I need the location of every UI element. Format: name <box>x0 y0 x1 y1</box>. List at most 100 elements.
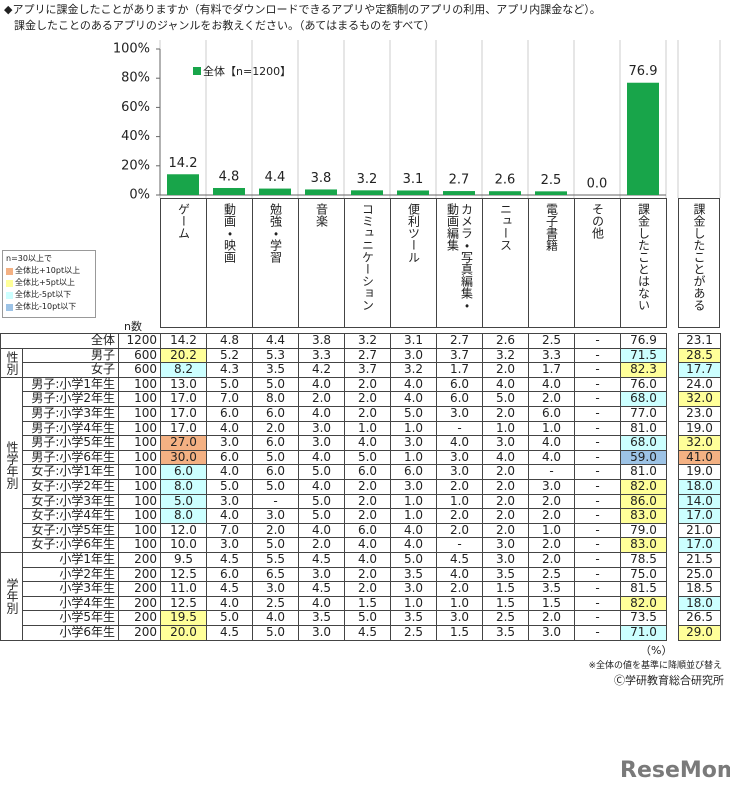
value-label: 2.6 <box>495 173 516 188</box>
table-cell: 3.1 <box>390 333 437 349</box>
table-cell: 6.0 <box>160 464 207 480</box>
table-cell: 32.0 <box>678 391 721 407</box>
table-cell: 23.0 <box>678 406 721 422</box>
table-cell: 5.2 <box>206 347 253 364</box>
title-line: 課金したことのあるアプリのジャンルをお教えください。（あてはまるものをすべて） <box>14 19 435 32</box>
group-label-text: 性別 <box>5 350 19 375</box>
key-label: 全体比-10pt以下 <box>15 302 77 311</box>
table-cell: 5.0 <box>298 464 345 480</box>
row-label: 男子:小学4年生 <box>22 420 119 437</box>
row-n: 1200 <box>118 333 161 349</box>
table-cell: 7.0 <box>206 391 253 407</box>
table-cell: 2.0 <box>436 479 483 495</box>
key-label: 全体比+10pt以上 <box>15 266 81 275</box>
table-cell: 3.0 <box>528 479 575 495</box>
table-cell: 6.0 <box>344 464 391 480</box>
table-cell: 81.5 <box>620 581 667 597</box>
row-label: 小学3年生 <box>22 581 119 597</box>
table-cell: 1.0 <box>390 595 437 612</box>
table-cell: 3.0 <box>436 406 483 422</box>
table-cell: 4.5 <box>436 552 483 568</box>
table-cell: 6.0 <box>252 406 299 422</box>
table-cell: 83.0 <box>620 537 667 553</box>
value-label: 4.4 <box>265 170 286 185</box>
column-header-text: 音楽 <box>314 203 329 227</box>
column-header: 動画・映画 <box>206 198 253 328</box>
column-header: 音楽 <box>298 198 345 328</box>
row-n: 100 <box>118 435 161 451</box>
table-cell: 12.5 <box>160 595 207 612</box>
key-item: 全体比+5pt以上 <box>6 277 92 289</box>
table-cell: 18.0 <box>678 595 721 612</box>
column-header: 課金したことがある <box>678 198 720 328</box>
table-cell: 9.5 <box>160 552 207 568</box>
table-cell: 71.0 <box>620 625 667 641</box>
table-cell: 3.0 <box>390 347 437 364</box>
table-cell: 5.0 <box>344 449 391 466</box>
table-cell: 28.5 <box>678 347 721 364</box>
y-tick-label: 100% <box>113 42 150 57</box>
table-cell: 5.0 <box>252 449 299 466</box>
table-cell: 82.3 <box>620 362 667 378</box>
table-cell: 3.0 <box>298 625 345 641</box>
row-n: 100 <box>118 391 161 407</box>
table-cell: 3.5 <box>252 362 299 378</box>
column-header-text: その他 <box>590 203 605 239</box>
column-header-text: カメラ・写真編集・動画編集 <box>445 203 474 311</box>
group-label-text: 性学年別 <box>5 440 19 489</box>
table-cell: - <box>436 420 483 437</box>
group-label-text: 学年別 <box>5 578 19 615</box>
bar <box>213 187 245 195</box>
table-cell: 3.0 <box>252 508 299 524</box>
table-cell: 8.0 <box>252 391 299 407</box>
table-cell: 4.4 <box>252 333 299 349</box>
table-cell: - <box>436 537 483 553</box>
table-cell: 2.0 <box>436 522 483 539</box>
table-cell: 4.0 <box>436 435 483 451</box>
table-cell: 3.0 <box>206 435 253 451</box>
table-cell: 3.3 <box>528 347 575 364</box>
table-cell: 3.5 <box>390 566 437 583</box>
table-cell: 8.0 <box>160 479 207 495</box>
column-header-text: 動画・映画 <box>222 203 237 263</box>
row-label: 小学1年生 <box>22 552 119 568</box>
table-cell: 5.0 <box>252 479 299 495</box>
table-cell: 2.0 <box>344 391 391 407</box>
value-label: 3.8 <box>311 171 332 186</box>
table-cell: 4.0 <box>298 449 345 466</box>
table-cell: 2.5 <box>252 595 299 612</box>
row-label: 小学2年生 <box>22 566 119 583</box>
table-cell: 3.0 <box>252 581 299 597</box>
table-cell: 20.0 <box>160 625 207 641</box>
table-cell: 6.0 <box>436 376 483 393</box>
table-cell: 76.0 <box>620 376 667 393</box>
table-cell: 3.0 <box>528 625 575 641</box>
table-cell: 2.7 <box>436 333 483 349</box>
table-cell: 2.0 <box>344 566 391 583</box>
table-cell: 3.2 <box>344 333 391 349</box>
table-cell: 4.5 <box>298 552 345 568</box>
value-label: 0.0 <box>587 177 608 192</box>
table-cell: 17.7 <box>678 362 721 378</box>
table-cell: 4.0 <box>482 376 529 393</box>
table-cell: 5.5 <box>252 552 299 568</box>
row-n: 100 <box>118 376 161 393</box>
row-n: 600 <box>118 347 161 364</box>
group-label: 学年別 <box>0 552 23 641</box>
row-label: 小学5年生 <box>22 610 119 626</box>
table-cell: 2.0 <box>482 479 529 495</box>
y-tick-label: 80% <box>121 71 150 86</box>
table-cell: 4.3 <box>206 362 253 378</box>
table-cell: 1.0 <box>528 420 575 437</box>
table-cell: 4.0 <box>298 522 345 539</box>
key-swatch <box>6 279 13 287</box>
legend-label: 全体【n=1200】 <box>203 64 291 78</box>
table-cell: 2.7 <box>344 347 391 364</box>
table-cell: 2.0 <box>482 406 529 422</box>
key-swatch <box>6 291 13 299</box>
row-n: 200 <box>118 581 161 597</box>
table-cell: 18.0 <box>678 479 721 495</box>
table-cell: 4.0 <box>298 595 345 612</box>
